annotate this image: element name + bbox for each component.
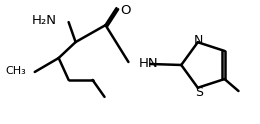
Text: S: S <box>195 86 203 99</box>
Text: HN: HN <box>138 58 158 70</box>
Text: H₂N: H₂N <box>32 14 57 27</box>
Text: O: O <box>120 4 131 17</box>
Text: CH₃: CH₃ <box>5 66 26 76</box>
Text: N: N <box>194 34 204 47</box>
